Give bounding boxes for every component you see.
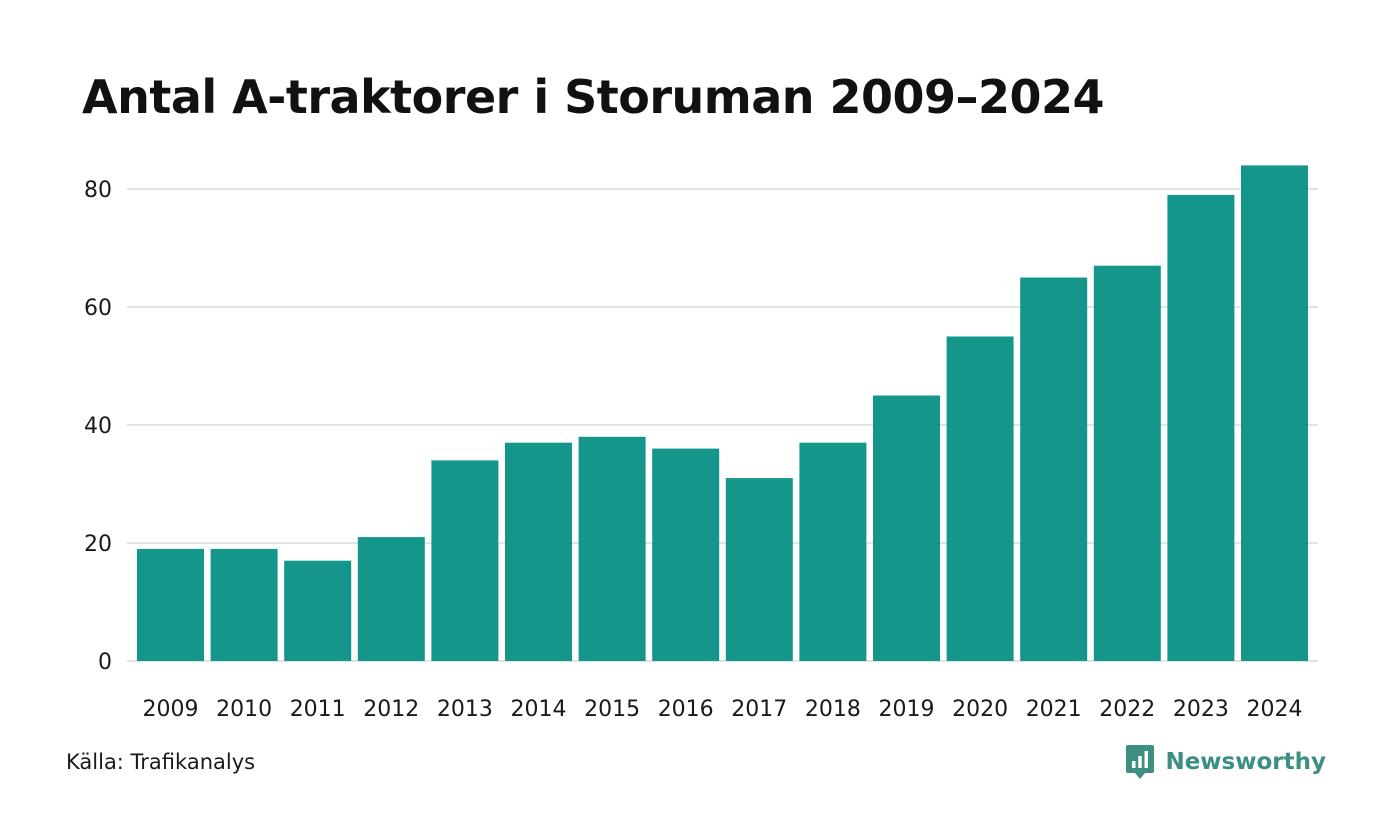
- x-axis-tick-labels: 2009 2010 2011 2012 2013 2014 2015 2016 2017 2018…: [143, 697, 1303, 722]
- chart-title: Antal A-traktorer i Storuman 2009–2024: [82, 70, 1105, 124]
- source-note: Källa: Trafikanalys: [66, 750, 256, 774]
- x-tick-label-2015: 2015: [584, 697, 640, 722]
- x-tick-label-2019: 2019: [879, 697, 935, 722]
- bar-2011: [284, 560, 352, 661]
- bar-2017: [725, 478, 793, 661]
- bar-2014: [505, 442, 572, 661]
- bars: [137, 165, 1308, 661]
- brand-logo: Newsworthy: [1125, 744, 1326, 780]
- brand-name: Newsworthy: [1165, 749, 1326, 775]
- bar-2020: [946, 336, 1014, 661]
- bar-2024: [1241, 165, 1308, 661]
- x-tick-label-2012: 2012: [363, 697, 419, 722]
- bar-2009: [137, 548, 204, 661]
- bar-2012: [357, 537, 425, 661]
- x-tick-label-2022: 2022: [1099, 697, 1155, 722]
- x-tick-label-2014: 2014: [511, 697, 567, 722]
- x-tick-label-2011: 2011: [290, 697, 346, 722]
- bar-2022: [1093, 265, 1161, 661]
- y-tick-label-60: 60: [84, 296, 112, 321]
- bar-2023: [1167, 194, 1235, 661]
- x-tick-label-2018: 2018: [805, 697, 861, 722]
- y-tick-label-80: 80: [84, 178, 112, 203]
- x-tick-label-2023: 2023: [1173, 697, 1229, 722]
- bar-2010: [210, 548, 278, 661]
- bar-2015: [578, 436, 646, 661]
- x-tick-label-2020: 2020: [952, 697, 1008, 722]
- y-tick-label-0: 0: [98, 650, 112, 675]
- bar-2016: [652, 448, 720, 661]
- bar-2019: [873, 395, 940, 661]
- x-tick-label-2010: 2010: [216, 697, 272, 722]
- x-tick-label-2013: 2013: [437, 697, 493, 722]
- y-axis-tick-labels: 0 20 40 60 80: [84, 178, 112, 675]
- y-tick-label-20: 20: [84, 532, 112, 557]
- x-tick-label-2024: 2024: [1247, 697, 1303, 722]
- x-tick-label-2017: 2017: [731, 697, 787, 722]
- newsworthy-logo-icon: [1126, 745, 1155, 779]
- y-tick-label-40: 40: [84, 414, 112, 439]
- x-tick-label-2021: 2021: [1026, 697, 1082, 722]
- bar-2021: [1020, 277, 1088, 661]
- bar-2013: [431, 460, 499, 661]
- x-tick-label-2009: 2009: [143, 697, 199, 722]
- x-tick-label-2016: 2016: [658, 697, 714, 722]
- bar-2018: [799, 442, 867, 661]
